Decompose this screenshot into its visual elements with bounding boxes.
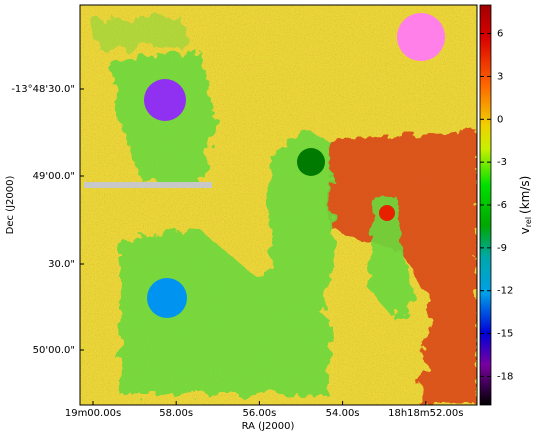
x-tick-label: 19m00.00s: [65, 408, 121, 419]
colorbar-title-sub: rel: [524, 217, 533, 227]
colorbar-tick-label: -15: [497, 329, 513, 340]
x-tick-label: 56.00s: [242, 408, 276, 419]
colorbar-tick-label: 6: [497, 29, 503, 40]
y-tick-label: 30.0": [48, 259, 75, 270]
y-axis-title: Dec (J2000): [5, 176, 16, 235]
colorbar-tick-label: -12: [497, 286, 513, 297]
x-tick-label: 18h18m52.00s: [388, 408, 463, 419]
colorbar-tick-label: -3: [497, 157, 507, 168]
x-tick-label: 54.00s: [326, 408, 360, 419]
colorbar-title-main: v: [518, 227, 532, 234]
colorbar-title-unit: (km/s): [518, 176, 532, 214]
y-tick-label: 50'00.0": [33, 345, 75, 356]
x-tick-label: 58.00s: [159, 408, 193, 419]
velocity-map: [80, 5, 477, 405]
plot-frame: [79, 4, 478, 406]
y-tick-label: 49'00.0": [33, 171, 75, 182]
colorbar-tick-label: -6: [497, 200, 507, 211]
colorbar-tick-label: -18: [497, 371, 513, 382]
colorbar-title: vrel (km/s): [518, 176, 533, 235]
y-tick-label: -13°48'30.0": [11, 84, 75, 95]
colorbar-tick-label: 3: [497, 71, 503, 82]
x-axis-title: RA (J2000): [242, 421, 295, 432]
colorbar-tick-label: -9: [497, 243, 507, 254]
colorbar-tick-label: 0: [497, 114, 503, 125]
